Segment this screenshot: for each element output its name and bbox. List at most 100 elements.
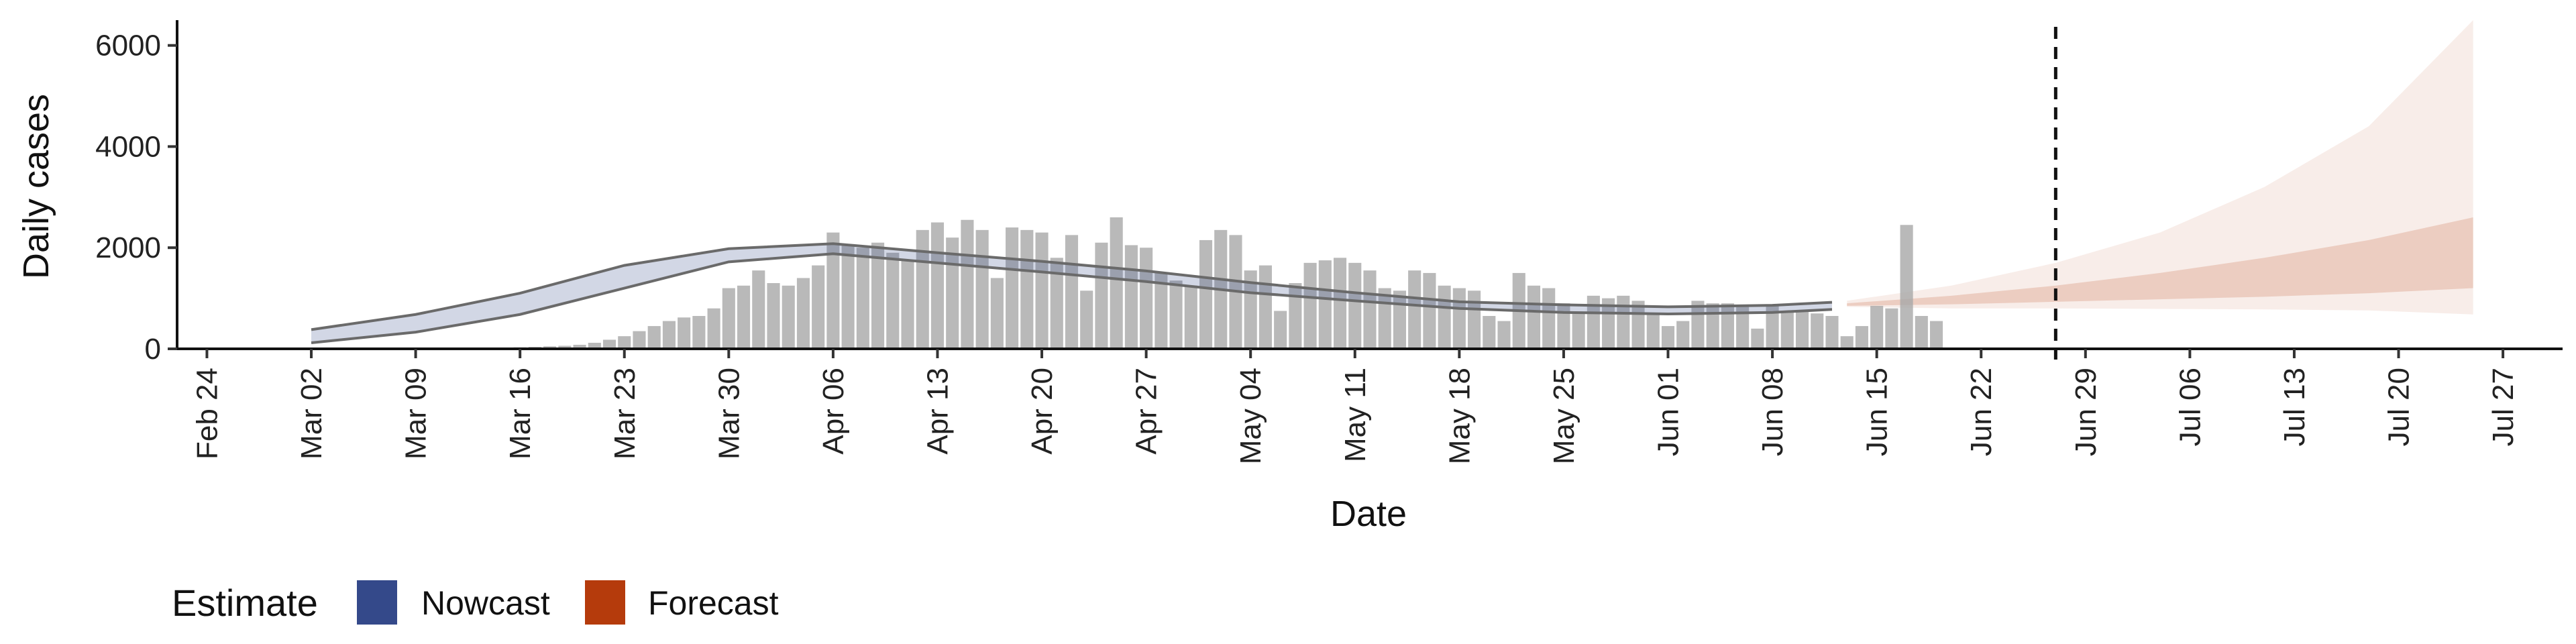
- case-bar: [886, 252, 900, 349]
- case-bar: [633, 331, 646, 349]
- legend-swatch-nowcast: [357, 580, 397, 625]
- case-bar: [1363, 270, 1377, 349]
- case-bar: [1110, 217, 1123, 349]
- case-bar: [841, 245, 855, 349]
- case-bar: [856, 248, 869, 349]
- case-bar: [1065, 235, 1079, 349]
- case-bar: [1676, 321, 1690, 349]
- x-tick-label: May 18: [1443, 368, 1476, 464]
- case-bar: [1780, 311, 1794, 349]
- case-bar: [558, 345, 572, 349]
- x-tick-label: Mar 30: [712, 368, 745, 460]
- case-bar: [1080, 290, 1093, 349]
- case-bar: [1348, 262, 1362, 349]
- x-tick-label: Jun 29: [2070, 368, 2102, 456]
- case-bar: [1035, 232, 1049, 349]
- case-bar: [1646, 313, 1660, 349]
- y-tick-label: 2000: [95, 231, 161, 264]
- case-bar: [1811, 313, 1824, 349]
- case-bar: [647, 326, 661, 349]
- case-bar: [1333, 258, 1347, 349]
- case-bar: [1184, 285, 1197, 349]
- case-bar: [1885, 308, 1898, 349]
- case-bar: [602, 339, 616, 349]
- nowcast-upper-line: [311, 242, 1833, 331]
- case-bar: [1721, 303, 1734, 349]
- case-bar: [1244, 270, 1257, 349]
- x-tick-label: May 04: [1234, 368, 1267, 464]
- x-tick-label: May 11: [1339, 368, 1372, 462]
- x-tick-label: Jun 22: [1965, 368, 1998, 456]
- x-tick-label: Jul 27: [2487, 368, 2520, 446]
- x-tick-label: Apr 06: [817, 368, 850, 455]
- case-bars: [498, 217, 1943, 349]
- case-bar: [961, 219, 974, 349]
- case-bar: [1274, 311, 1287, 349]
- case-bar: [1497, 321, 1511, 349]
- axes: [176, 20, 2563, 350]
- case-bar: [1736, 305, 1750, 349]
- nowcast-lower-line: [311, 252, 1833, 344]
- case-bar: [662, 321, 676, 349]
- x-tick-label: May 25: [1548, 368, 1580, 464]
- case-bar: [1870, 305, 1884, 349]
- case-bar: [1557, 303, 1570, 349]
- case-bar: [678, 317, 691, 349]
- case-bar: [1199, 239, 1213, 349]
- x-tick-label: Jul 13: [2278, 368, 2311, 446]
- legend-title: Estimate: [172, 582, 318, 624]
- case-bar: [1155, 272, 1168, 349]
- case-bar: [1289, 283, 1302, 349]
- x-axis-title: Date: [1330, 494, 1407, 534]
- case-bar: [796, 278, 810, 349]
- case-bar: [1527, 285, 1541, 349]
- case-bar: [1825, 316, 1839, 349]
- case-bar: [1169, 280, 1183, 349]
- case-bar: [1468, 290, 1481, 349]
- case-bar: [1661, 326, 1675, 349]
- case-bar: [573, 344, 586, 349]
- case-bar: [1318, 260, 1332, 349]
- case-bar: [916, 229, 929, 349]
- case-bar: [707, 308, 720, 349]
- nowcast-band-area: [311, 244, 1832, 343]
- case-bar: [1915, 316, 1928, 349]
- case-bar: [1438, 285, 1451, 349]
- case-bar: [1452, 288, 1466, 349]
- case-bar: [1572, 313, 1585, 349]
- x-tick-label: Mar 16: [504, 368, 537, 460]
- case-bar: [1602, 298, 1615, 349]
- x-tick-label: Mar 23: [608, 368, 641, 460]
- case-bar: [1423, 272, 1436, 349]
- legend-label-forecast: Forecast: [648, 584, 779, 622]
- y-tick-label: 6000: [95, 30, 161, 62]
- case-bar: [1542, 288, 1556, 349]
- x-tick-label: Jun 08: [1756, 368, 1789, 456]
- case-bar: [1795, 311, 1809, 349]
- case-bar: [588, 342, 601, 349]
- case-bar: [1095, 242, 1108, 349]
- case-bar: [618, 336, 631, 349]
- case-bar: [767, 283, 780, 349]
- forecast-bands: [1847, 20, 2473, 315]
- y-axis-title: Daily cases: [16, 94, 56, 279]
- case-bar: [1900, 225, 1913, 349]
- case-bar: [871, 242, 885, 349]
- case-bar: [752, 270, 765, 349]
- nowcast-band: [311, 242, 1833, 344]
- x-tick-label: Mar 09: [400, 368, 433, 460]
- case-bar: [826, 232, 840, 349]
- case-bar: [1408, 270, 1421, 349]
- case-bar: [1929, 321, 1943, 349]
- x-tick-label: Jul 20: [2383, 368, 2416, 446]
- case-bar: [1483, 316, 1496, 349]
- case-bar: [990, 278, 1004, 349]
- x-tick-label: Mar 02: [295, 368, 328, 460]
- case-bar: [1766, 305, 1779, 349]
- case-bar: [1751, 328, 1764, 349]
- y-tick-label: 4000: [95, 130, 161, 163]
- x-tick-label: Jun 01: [1652, 368, 1685, 456]
- case-bar: [1124, 245, 1138, 349]
- case-bar: [1020, 229, 1034, 349]
